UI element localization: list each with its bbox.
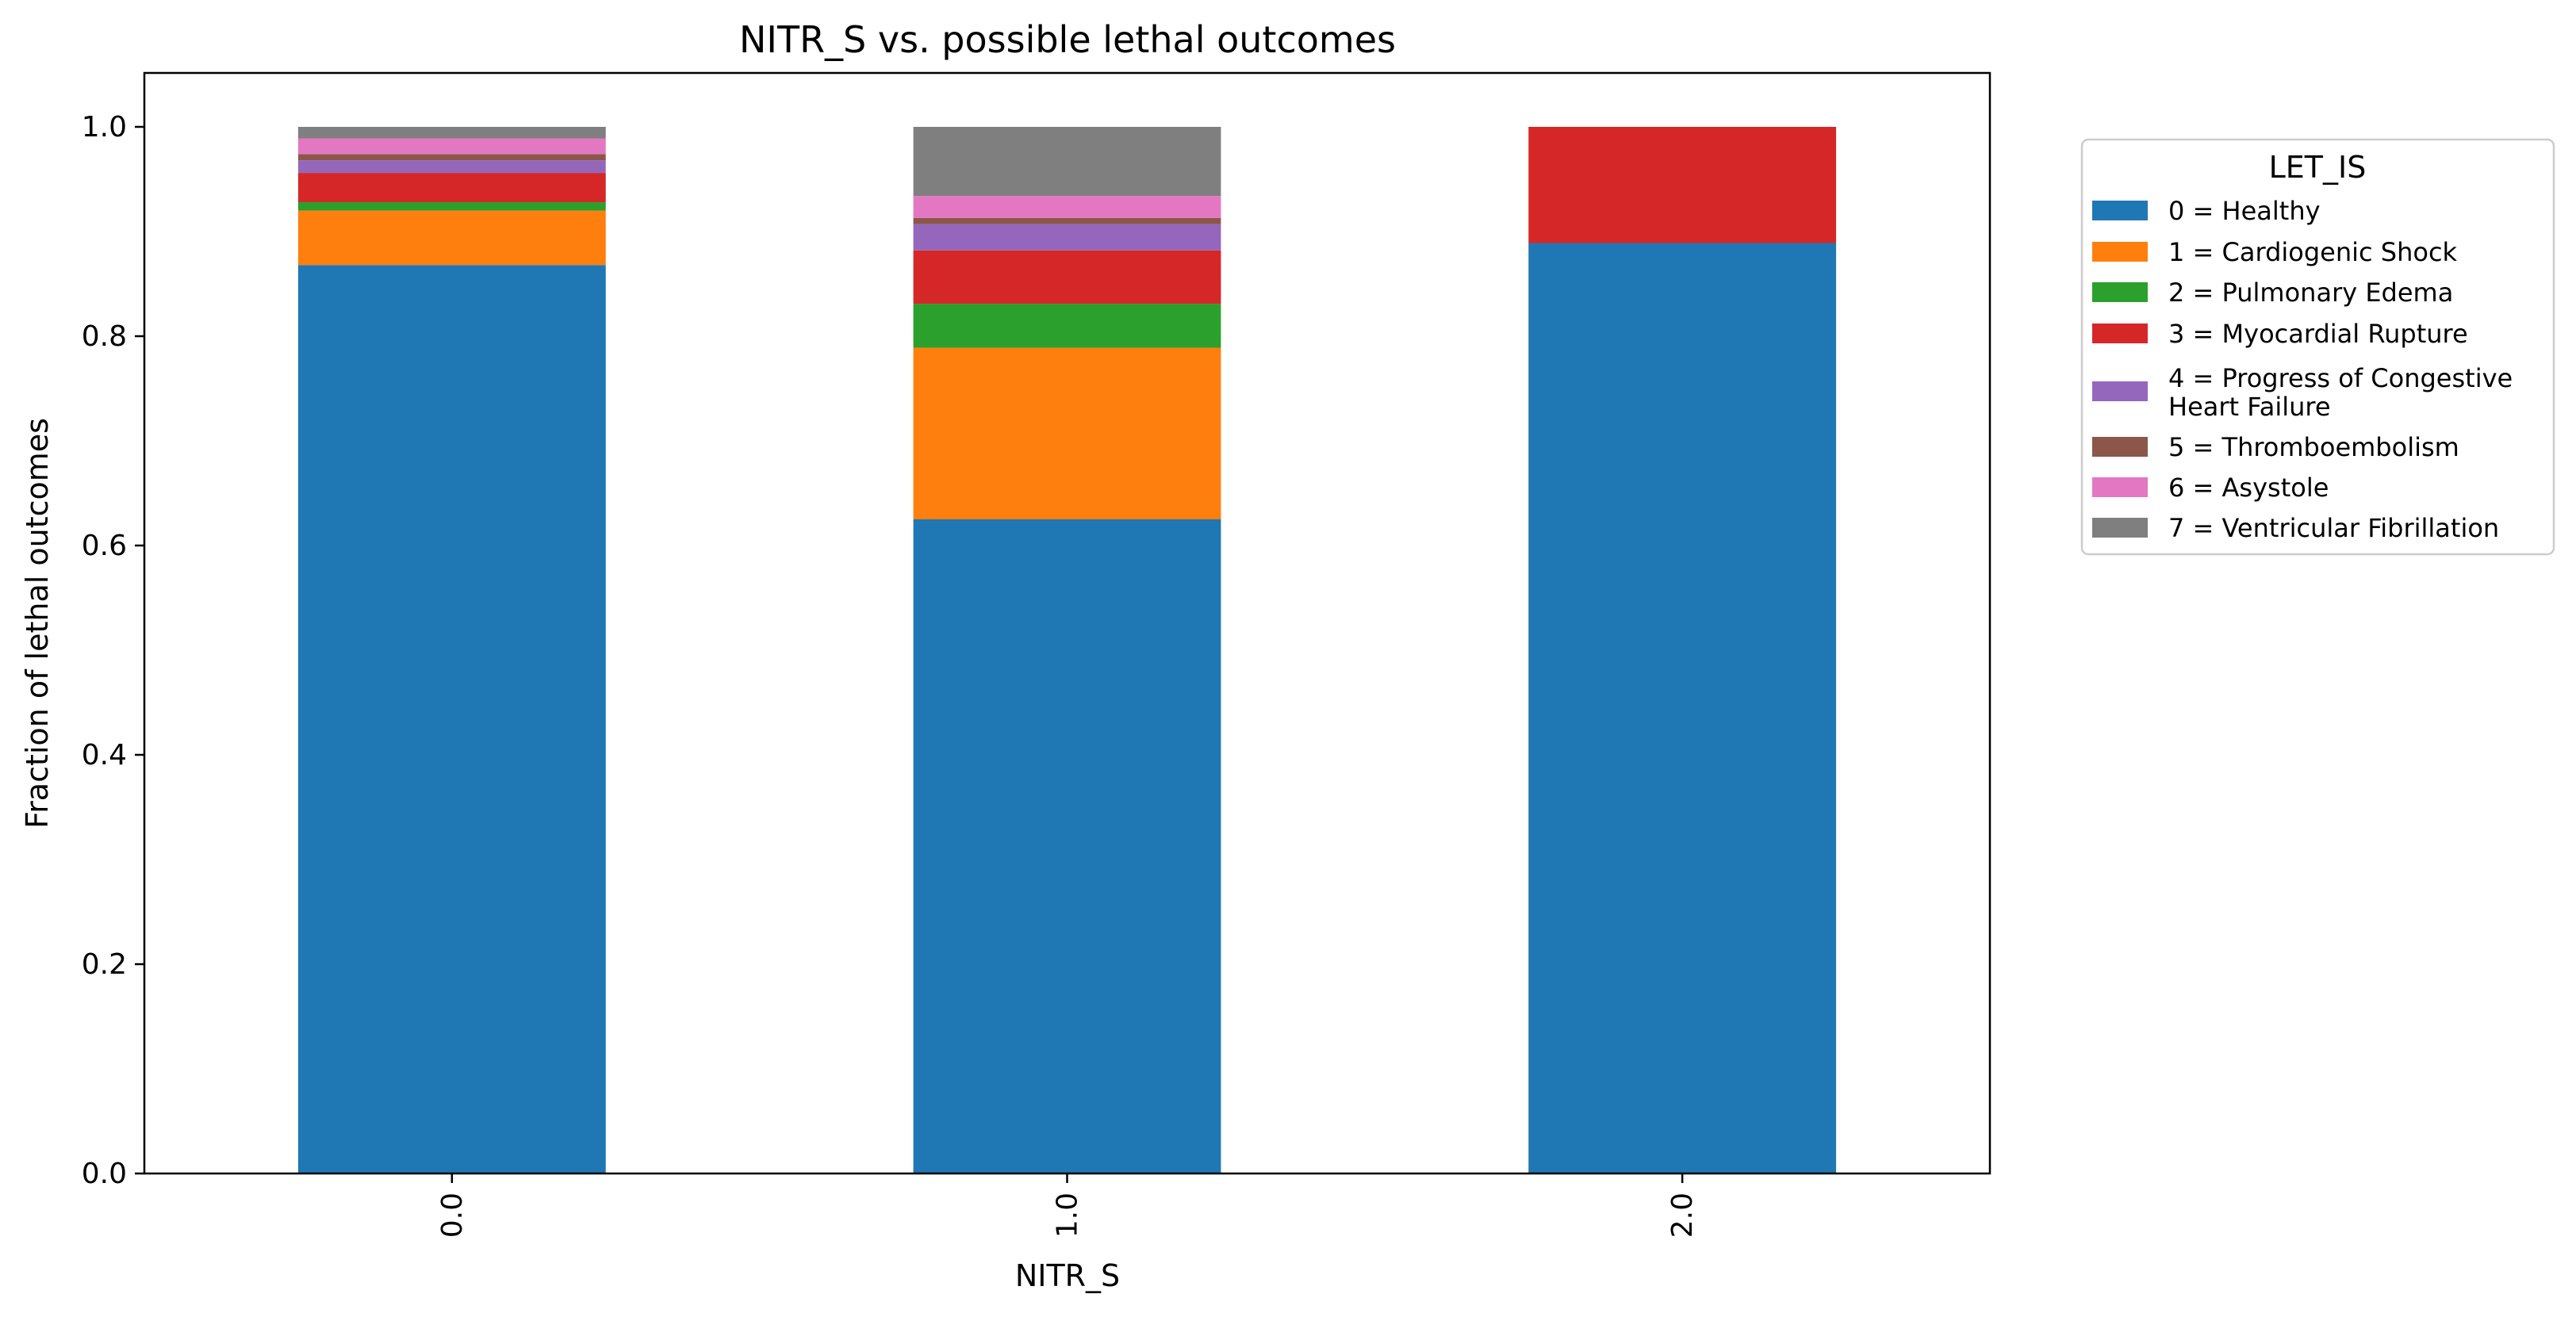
legend-swatch-1 <box>2092 242 2148 262</box>
x-axis: 0.0 1.0 2.0 <box>436 1173 1699 1238</box>
legend-swatch-7 <box>2092 518 2148 538</box>
bar-segment-0-0 <box>297 265 606 1173</box>
y-axis-label: Fraction of lethal outcomes <box>20 418 55 829</box>
bar-segment-1-3 <box>913 250 1221 304</box>
bar-segment-0-6 <box>297 138 606 155</box>
bar-segment-1-1 <box>913 347 1221 519</box>
bar-segment-1-2 <box>913 304 1221 348</box>
bar-segment-1-4 <box>913 224 1221 251</box>
bar-segment-0-4 <box>297 160 606 174</box>
bars-group <box>297 127 1837 1173</box>
x-tick-label-0: 0.0 <box>436 1193 469 1238</box>
y-tick-label-3: 0.6 <box>82 530 127 562</box>
legend-label-3: 3 = Myocardial Rupture <box>2168 319 2468 349</box>
legend-label-6: 6 = Asystole <box>2168 473 2329 503</box>
legend-swatch-6 <box>2092 477 2148 497</box>
bar-segment-1-7 <box>913 127 1221 197</box>
y-tick-label-5: 1.0 <box>82 111 127 144</box>
bar-segment-1-6 <box>913 196 1221 218</box>
bar-segment-0-1 <box>297 210 606 266</box>
bar-segment-1-0 <box>913 519 1221 1173</box>
legend-swatch-0 <box>2092 201 2148 220</box>
legend-label-5: 5 = Thromboembolism <box>2168 432 2459 462</box>
y-tick-label-2: 0.4 <box>82 739 127 771</box>
legend-swatch-5 <box>2092 437 2148 457</box>
y-tick-label-0: 0.0 <box>82 1158 127 1190</box>
y-tick-label-4: 0.8 <box>82 320 127 353</box>
bar-segment-0-2 <box>297 202 606 211</box>
bar-segment-2-3 <box>1528 127 1837 243</box>
x-axis-label: NITR_S <box>1015 1258 1120 1293</box>
y-tick-label-1: 0.2 <box>82 948 127 981</box>
bar-segment-0-3 <box>297 173 606 203</box>
bar-segment-1-5 <box>913 217 1221 224</box>
bar-segment-2-0 <box>1528 243 1837 1173</box>
x-tick-label-1: 1.0 <box>1052 1193 1084 1238</box>
legend-swatch-2 <box>2092 282 2148 302</box>
legend-swatch-3 <box>2092 324 2148 343</box>
legend-frame <box>2080 138 2555 556</box>
bar-segment-0-7 <box>297 127 606 139</box>
chart-title: NITR_S vs. possible lethal outcomes <box>739 18 1396 61</box>
y-axis: 0.0 0.2 0.4 0.6 0.8 1.0 <box>82 111 144 1190</box>
legend-label-0: 0 = Healthy <box>2168 196 2321 226</box>
legend-items: 0 = Healthy 1 = Cardiogenic Shock 2 = Pulm… <box>2092 196 2513 543</box>
legend-label-7: 7 = Ventricular Fibrillation <box>2168 513 2499 543</box>
legend-swatch-4 <box>2092 381 2148 401</box>
legend: LET_IS 0 = Healthy 1 = Cardiogenic Shock 2… <box>2080 138 2555 556</box>
legend-label-1: 1 = Cardiogenic Shock <box>2168 237 2458 267</box>
legend-label-4: 4 = Progress of Congestive Heart Failure <box>2168 363 2513 422</box>
legend-title: LET_IS <box>2269 150 2367 185</box>
bar-segment-0-5 <box>297 154 606 161</box>
legend-label-2: 2 = Pulmonary Edema <box>2168 278 2453 308</box>
x-tick-label-2: 2.0 <box>1666 1193 1699 1238</box>
